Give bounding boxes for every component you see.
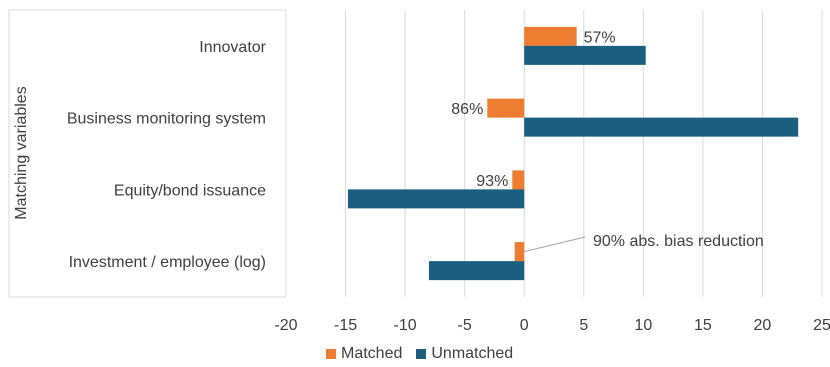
legend-label-matched: Matched [341, 345, 403, 362]
x-tick-label: 25 [813, 317, 830, 334]
data-label: 86% [451, 101, 483, 118]
legend-swatch-matched [326, 349, 336, 359]
category-label: Innovator [199, 39, 266, 56]
bar-unmatched [428, 261, 525, 281]
legend-item-matched: Matched [326, 345, 402, 363]
x-tick-label: 10 [634, 317, 652, 334]
x-tick-label: 15 [694, 317, 712, 334]
legend-swatch-unmatched [416, 349, 427, 359]
y-axis-label: Matching variables [13, 86, 30, 219]
legend-item-unmatched: Unmatched [416, 345, 513, 363]
x-tick-label: 20 [754, 317, 772, 334]
category-label: Investment / employee (log) [69, 254, 266, 271]
annotation-text: 90% abs. bias reduction [593, 233, 764, 250]
bar-unmatched [524, 117, 799, 137]
data-label: 57% [584, 29, 616, 46]
x-tick-labels: -20 -15 -10 -5 0 5 10 15 20 25 [274, 317, 830, 334]
x-tick-label: -15 [334, 317, 357, 334]
bar-matched [487, 98, 525, 118]
legend: Matched Unmatched [326, 345, 527, 363]
legend-label-unmatched: Unmatched [431, 345, 514, 362]
bar-unmatched [347, 189, 525, 209]
x-tick-label: 0 [520, 317, 529, 334]
bar-matched [514, 242, 525, 262]
annotation-leader-line [524, 236, 586, 253]
data-labels: 57% 86% 93% [451, 29, 615, 190]
x-tick-label: -5 [458, 317, 472, 334]
x-tick-label: -10 [394, 317, 417, 334]
bar-unmatched [524, 45, 646, 65]
data-label: 93% [476, 173, 508, 190]
bar-matched [512, 170, 525, 190]
category-label: Equity/bond issuance [114, 182, 266, 199]
category-labels: Innovator Business monitoring system Equit… [67, 39, 267, 271]
x-tick-label: 5 [579, 317, 588, 334]
bar-matched [524, 26, 577, 46]
x-tick-label: -20 [274, 317, 297, 334]
category-label: Business monitoring system [67, 111, 266, 128]
bars [347, 26, 799, 281]
